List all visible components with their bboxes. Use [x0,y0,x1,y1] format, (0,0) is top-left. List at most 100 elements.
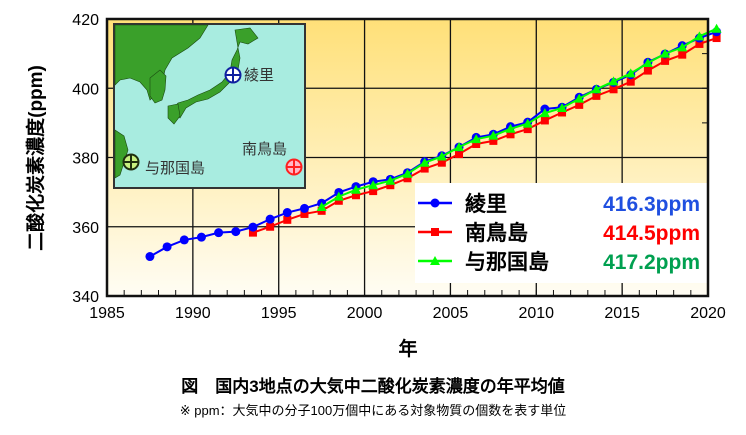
data-point [368,180,379,190]
yonaguni-marker-icon [122,153,140,171]
legend-value: 416.3ppm [603,193,700,216]
data-point [506,130,515,139]
data-point [420,164,429,173]
data-point [283,215,292,224]
data-point [591,84,602,94]
data-point [643,66,652,75]
legend-value: 417.2ppm [603,251,700,274]
data-point [625,68,636,78]
data-point [695,39,704,48]
data-point [231,227,241,237]
data-point [540,116,549,125]
legend-value: 414.5ppm [603,222,700,245]
map-label-ryori: 綾里 [244,67,274,84]
map-label-yonaguni: 与那国島 [145,160,205,177]
data-point [248,222,258,232]
data-point [145,252,155,262]
data-point [455,150,464,159]
data-point [558,108,567,117]
x-tick-label: 2010 [518,305,554,322]
data-point [505,123,516,133]
data-point [539,108,550,118]
data-point [300,209,309,218]
y-tick-label: 360 [72,220,99,237]
data-point [403,174,412,183]
legend-marker [430,198,440,208]
x-tick-label: 2000 [347,305,383,322]
data-point [575,100,584,109]
x-tick-label: 2015 [604,305,640,322]
data-point [333,191,344,201]
data-point [694,31,705,41]
data-point [522,118,533,128]
x-tick-label: 2020 [690,305,726,322]
series-layer [145,23,722,262]
y-tick-label: 400 [72,81,99,98]
plot-frame [105,17,710,298]
data-point [385,175,396,185]
figure-caption: 図 国内3地点の大気中二酸化炭素濃度の年平均値 [181,377,565,396]
data-point [369,187,378,196]
data-point [334,196,343,205]
data-point [436,151,447,161]
map-kyushu [167,103,181,125]
data-point [248,228,257,237]
x-tick-label: 1990 [175,305,211,322]
x-tick-label: 2005 [433,305,469,322]
legend: 綾里 416.3ppm 南鳥島 414.5ppm 与那国島 417.2ppm [415,183,710,283]
axis-ticks: 1985 1990 1995 2000 2005 2010 2015 2020 340 360 38… [72,12,726,322]
legend-marker [431,228,439,236]
data-point [196,232,206,242]
data-point [712,34,721,43]
data-point [523,125,532,134]
y-tick-label: 340 [72,289,99,306]
y-tick-label: 380 [72,151,99,168]
data-point [661,56,670,65]
data-point [488,130,499,140]
data-point [677,42,688,52]
co2-chart: 1985 1990 1995 2000 2005 2010 2015 2020 340 360 38… [24,12,726,360]
y-tick-label: 420 [72,12,99,29]
data-point [678,50,687,59]
data-point [214,228,224,238]
data-point [265,214,275,224]
y-axis-label: 二酸化炭素濃度(ppm) [24,65,47,251]
data-point [489,136,498,145]
data-point [316,202,327,212]
data-point [557,102,568,112]
legend-label: 綾里 [465,192,507,216]
map-label-minamitorishima: 南鳥島 [242,140,287,158]
data-point [471,134,482,144]
data-point [179,235,189,245]
data-point [402,168,413,178]
minamitorishima-marker-icon [285,158,303,176]
data-point [282,208,292,218]
data-point [592,91,601,100]
x-tick-label: 1995 [261,305,297,322]
data-point [386,181,395,190]
data-point [437,158,446,167]
series-line [252,37,717,234]
data-point [472,139,481,148]
x-tick-label: 1985 [89,305,125,322]
data-point [299,203,309,213]
data-point [642,57,653,67]
data-point [608,76,619,86]
data-point [626,77,635,86]
map-korea [149,69,167,104]
x-axis-label: 年 [398,337,417,360]
inset-map: 綾里 南鳥島 与那国島 [113,23,306,189]
legend-label: 与那国島 [465,250,549,274]
data-point [350,184,361,194]
data-point [162,242,172,252]
data-point [454,142,465,152]
data-point [609,85,618,94]
ryori-marker-icon [224,66,242,84]
legend-marker [430,256,440,265]
data-point [419,157,430,167]
data-point [574,93,585,103]
legend-label: 南鳥島 [465,221,528,245]
data-point [351,191,360,200]
data-point [660,48,671,58]
footnote: ※ ppm：大気中の分子100万個中にある対象物質の個数を表す単位 [179,403,567,418]
